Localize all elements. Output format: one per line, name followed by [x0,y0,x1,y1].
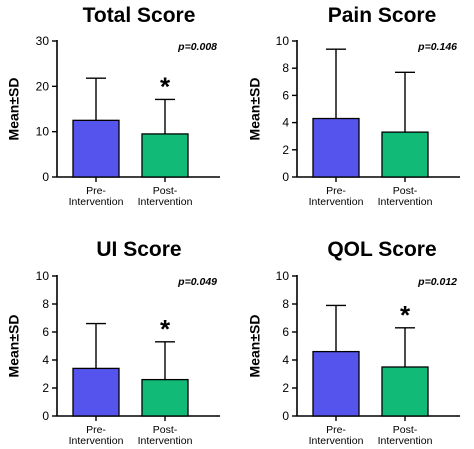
y-tick-label: 4 [282,353,289,367]
y-tick-label: 10 [36,125,50,139]
y-axis-label: Mean±SD [6,78,22,141]
x-tick-label: Intervention [378,196,433,208]
x-tick-label: Pre- [326,424,346,436]
x-tick-label: Post- [393,185,418,197]
y-axis-label: Mean±SD [6,315,22,378]
panel-3: UI ScoreMean±SD0246810Pre-InterventionPo… [6,238,220,447]
x-tick-label: Pre- [86,424,106,436]
bar [141,133,189,178]
bar [141,378,189,417]
y-tick-label: 8 [282,61,289,75]
y-tick-label: 0 [282,170,289,184]
y-tick-label: 0 [42,170,49,184]
x-tick-label: Pre- [86,185,106,197]
panel-2: Pain ScoreMean±SD0246810Pre-Intervention… [247,4,460,208]
x-tick-label: Intervention [309,196,364,208]
panel-title: Total Score [83,4,196,27]
p-value: p=0.012 [417,276,457,288]
y-tick-label: 6 [282,325,289,339]
x-tick-label: Intervention [69,196,124,208]
p-value: p=0.008 [177,41,217,53]
y-tick-label: 2 [42,381,49,395]
panel-title: UI Score [96,238,181,261]
y-tick-label: 6 [282,88,289,102]
y-tick-label: 20 [36,79,50,93]
y-tick-label: 4 [42,353,49,367]
y-tick-label: 2 [282,143,289,157]
p-value: p=0.049 [177,276,217,288]
significance-marker: * [160,71,171,101]
panel-4: QOL ScoreMean±SD0246810Pre-InterventionP… [247,238,460,447]
x-tick-label: Intervention [309,435,364,447]
x-tick-label: Intervention [138,435,193,447]
y-axis-label: Mean±SD [247,315,263,378]
y-tick-label: 0 [42,409,49,423]
panel-title: Pain Score [328,4,437,27]
bar [72,367,120,417]
x-tick-label: Post- [153,185,178,197]
x-tick-label: Post- [153,424,178,436]
y-tick-label: 8 [42,297,49,311]
x-tick-label: Intervention [69,435,124,447]
y-tick-label: 10 [36,269,50,283]
panel-title: QOL Score [327,238,436,261]
y-tick-label: 30 [36,34,50,48]
x-tick-label: Post- [393,424,418,436]
y-tick-label: 10 [276,34,290,48]
significance-marker: * [160,314,171,344]
y-tick-label: 8 [282,297,289,311]
y-tick-label: 0 [282,409,289,423]
panel-1: Total ScoreMean±SD0102030Pre-Interventio… [6,4,220,208]
x-tick-label: Intervention [138,196,193,208]
bar [72,119,120,178]
bar [381,366,429,417]
y-tick-label: 2 [282,381,289,395]
p-value: p=0.146 [417,41,457,53]
y-tick-label: 6 [42,325,49,339]
y-axis-label: Mean±SD [247,78,263,141]
bar [381,131,429,178]
y-tick-label: 10 [276,269,290,283]
bar [312,117,360,178]
bar [312,350,360,417]
significance-marker: * [400,300,411,330]
x-tick-label: Pre- [326,185,346,197]
x-tick-label: Intervention [378,435,433,447]
y-tick-label: 4 [282,116,289,130]
